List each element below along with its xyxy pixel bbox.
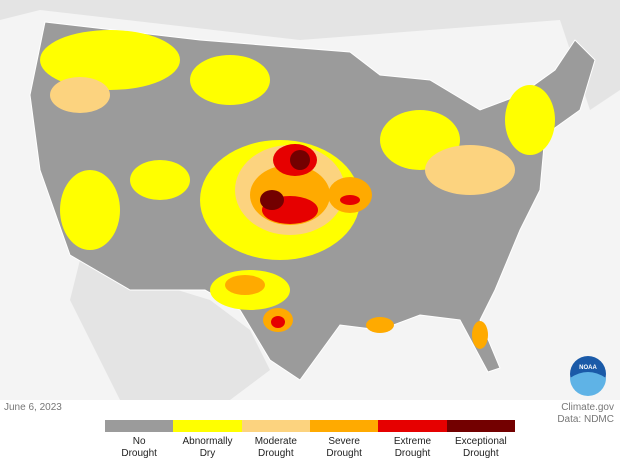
legend-label: Abnormally Dry (173, 436, 241, 460)
legend-swatch (173, 420, 242, 432)
legend-label: Severe Drought (310, 436, 378, 460)
legend-label-line: Drought (463, 448, 499, 459)
area (340, 195, 360, 205)
area (40, 30, 180, 90)
legend-label-line: Drought (326, 448, 362, 459)
noaa-logo-wave (570, 372, 606, 396)
area (366, 317, 394, 333)
legend-label: Moderate Drought (242, 436, 310, 460)
logo-text: NOAA (579, 365, 597, 371)
legend-label-line: Extreme (393, 436, 432, 447)
drought-areas (40, 30, 555, 349)
area (60, 170, 120, 250)
area (472, 321, 488, 349)
legend-swatch (105, 420, 174, 432)
legend-label-line: Drought (258, 448, 294, 459)
area (260, 190, 284, 210)
legend-swatch (446, 420, 515, 432)
area (271, 316, 285, 328)
mexico (70, 260, 270, 400)
legend-label-line: No (132, 436, 146, 447)
legend-swatch (378, 420, 447, 432)
date: June 6, 2023 (4, 402, 62, 413)
legend-label-line: Drought (121, 448, 157, 459)
canada (0, 0, 620, 110)
area (50, 77, 110, 113)
legend-swatch (310, 420, 379, 432)
area (130, 160, 190, 200)
drought-map: NOAA (0, 0, 620, 400)
legend-label-line: Abnormally (182, 436, 233, 447)
area (225, 275, 265, 295)
legend-label: Extreme Drought (378, 436, 446, 460)
credit: Data: NDMC (557, 414, 614, 425)
legend: No Drought Abnormally Dry Moderate Drought Sev… (105, 420, 515, 464)
legend-label-line: Drought (394, 448, 431, 459)
legend-label-line: Exceptional (454, 436, 507, 447)
area (425, 145, 515, 195)
legend-label: No Drought (105, 436, 173, 460)
legend-label-line: Moderate (254, 436, 297, 447)
legend-label: Exceptional Drought (447, 436, 515, 460)
area (290, 150, 310, 170)
area (505, 85, 555, 155)
legend-label-line: Severe (328, 436, 360, 447)
legend-swatch (241, 420, 310, 432)
legend-label-line: Dry (199, 448, 216, 459)
credit: Climate.gov (561, 402, 614, 413)
area (190, 55, 270, 105)
